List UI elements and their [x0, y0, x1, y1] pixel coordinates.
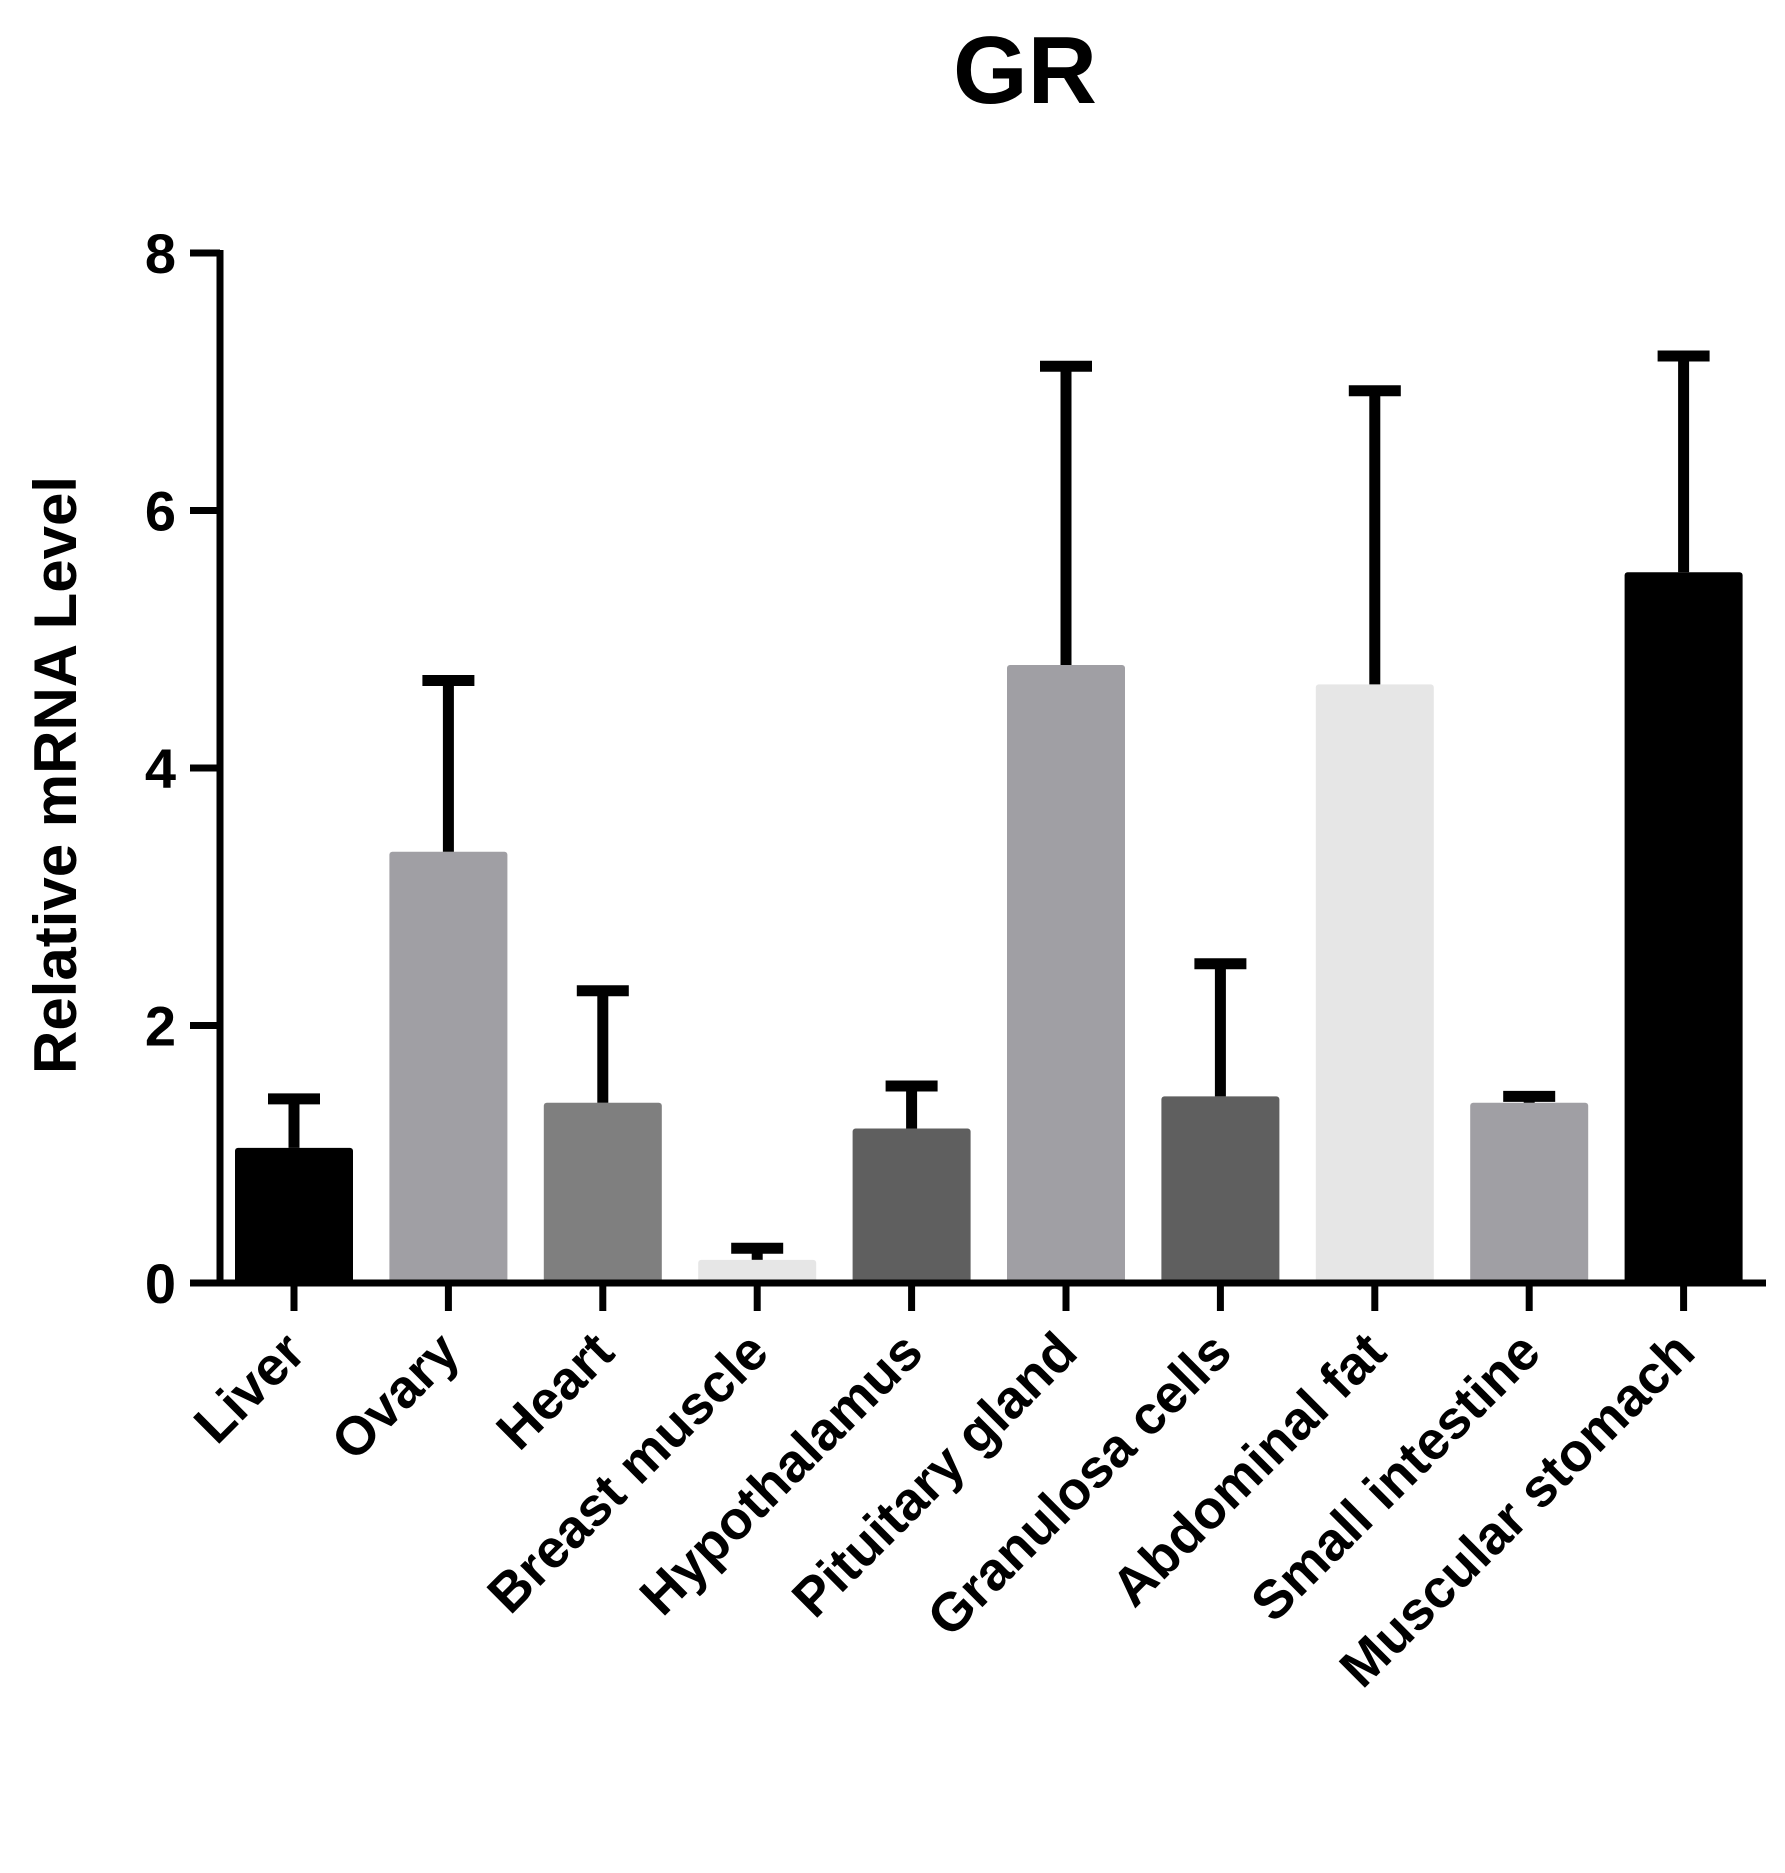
bar	[389, 851, 508, 1283]
bar	[1161, 1096, 1280, 1283]
y-axis-ticks: 0 2 4 6 8	[145, 222, 220, 1315]
bar	[1007, 665, 1125, 1283]
x-category-label: Heart	[485, 1321, 625, 1461]
y-tick-label: 0	[145, 1252, 176, 1315]
x-category-label: Pituitary gland	[781, 1321, 1089, 1629]
x-axis-ticks	[290, 1283, 1688, 1311]
bars	[235, 572, 1743, 1283]
x-category-label: Hypothalamus	[629, 1321, 935, 1627]
x-category-label: Abdominal fat	[1100, 1321, 1397, 1618]
x-category-label: Small intestine	[1240, 1321, 1552, 1633]
bar	[1315, 684, 1434, 1283]
y-tick-label: 6	[145, 480, 176, 543]
y-tick-label: 2	[145, 995, 176, 1058]
bar	[235, 1147, 353, 1283]
bar	[543, 1102, 662, 1283]
x-category-label: Ovary	[320, 1321, 471, 1472]
error-bars	[268, 350, 1710, 1260]
x-category-label: Breast muscle	[476, 1321, 779, 1624]
bar	[1470, 1102, 1589, 1283]
y-tick-label: 4	[145, 737, 176, 800]
x-category-label: Liver	[183, 1321, 317, 1455]
y-tick-label: 8	[145, 222, 176, 285]
bar	[852, 1128, 971, 1283]
bar	[1624, 572, 1743, 1283]
chart-title: GR	[953, 17, 1097, 124]
bar	[698, 1259, 817, 1283]
y-axis-label: Relative mRNA Level	[22, 476, 89, 1074]
